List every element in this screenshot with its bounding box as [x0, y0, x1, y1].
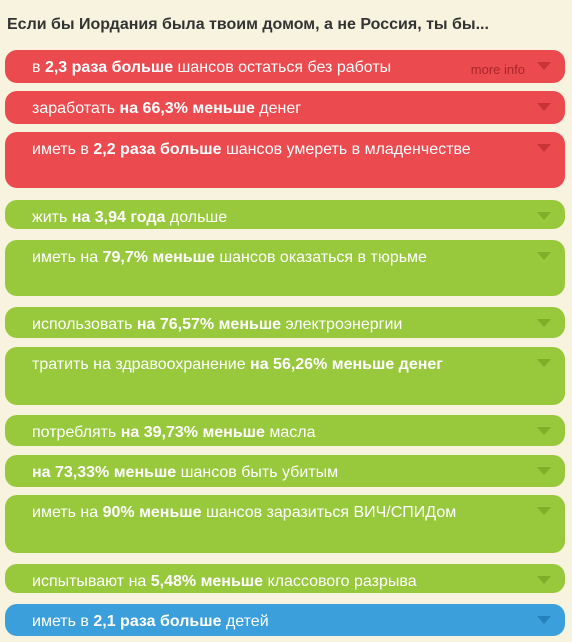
expand-arrow-icon[interactable] — [537, 467, 551, 475]
expand-arrow-icon[interactable] — [537, 252, 551, 260]
fact-text-part: заработать — [32, 100, 120, 117]
fact-highlight: 2,3 раза больше — [44, 59, 174, 76]
fact-row[interactable]: тратить на здравоохранение на 56,26% мен… — [5, 347, 565, 405]
fact-text: потреблять на 39,73% меньше масла — [32, 424, 315, 441]
fact-text: использовать на 76,57% меньше электроэне… — [32, 316, 402, 333]
fact-text-part: масла — [264, 424, 316, 441]
fact-row[interactable]: использовать на 76,57% меньше электроэне… — [5, 307, 565, 338]
fact-highlight: 5,48% меньше — [150, 573, 264, 590]
fact-row[interactable]: испытывают на 5,48% меньше классового ра… — [5, 564, 565, 593]
fact-text: иметь в 2,2 раза больше шансов умереть в… — [32, 141, 471, 158]
fact-text-part: иметь на — [32, 249, 103, 266]
fact-text: на 73,33% меньше шансов быть убитым — [32, 464, 338, 481]
fact-row[interactable]: иметь на 79,7% меньше шансов оказаться в… — [5, 240, 565, 296]
fact-text-part: жить — [32, 209, 72, 226]
fact-highlight: 90% меньше — [102, 504, 202, 521]
fact-text-part: шансов умереть в младенчестве — [221, 141, 471, 158]
expand-arrow-icon[interactable] — [537, 359, 551, 367]
fact-text-part: электроэнергии — [281, 316, 403, 333]
fact-text: жить на 3,94 года дольше — [32, 209, 227, 226]
fact-text-part: потреблять — [32, 424, 121, 441]
fact-text-part: в — [32, 59, 45, 76]
fact-text: заработать на 66,3% меньше денег — [32, 100, 301, 117]
fact-text: испытывают на 5,48% меньше классового ра… — [32, 573, 417, 590]
fact-text-part: детей — [221, 613, 269, 630]
fact-highlight: 79,7% меньше — [102, 249, 215, 266]
expand-arrow-icon[interactable] — [537, 212, 551, 220]
fact-text-part: шансов быть убитым — [176, 464, 339, 481]
fact-text: иметь на 90% меньше шансов заразиться ВИ… — [32, 504, 456, 521]
fact-text-part: иметь в — [32, 613, 94, 630]
fact-text: тратить на здравоохранение на 56,26% мен… — [32, 356, 443, 373]
fact-row[interactable]: жить на 3,94 года дольше — [5, 200, 565, 229]
fact-text: иметь на 79,7% меньше шансов оказаться в… — [32, 249, 427, 266]
fact-highlight: 2,1 раза больше — [93, 613, 222, 630]
expand-arrow-icon[interactable] — [537, 427, 551, 435]
fact-highlight: 2,2 раза больше — [93, 141, 222, 158]
fact-row[interactable]: иметь в 2,2 раза больше шансов умереть в… — [5, 132, 565, 188]
fact-text-part: шансов оказаться в тюрьме — [214, 249, 427, 266]
expand-arrow-icon[interactable] — [537, 576, 551, 584]
fact-row[interactable]: в 2,3 раза больше шансов остаться без ра… — [5, 50, 565, 83]
expand-arrow-icon[interactable] — [537, 507, 551, 515]
fact-row[interactable]: иметь в 2,1 раза больше детей — [5, 604, 565, 636]
fact-row[interactable]: на 73,33% меньше шансов быть убитым — [5, 455, 565, 487]
fact-row[interactable]: иметь на 90% меньше шансов заразиться ВИ… — [5, 495, 565, 553]
fact-text-part: иметь на — [32, 504, 103, 521]
fact-highlight: на 73,33% меньше — [32, 464, 177, 481]
fact-text-part: иметь в — [32, 141, 94, 158]
fact-highlight: на 76,57% меньше — [136, 316, 282, 333]
fact-highlight: на 66,3% меньше — [119, 100, 255, 117]
fact-text-part: испытывают на — [32, 573, 151, 590]
fact-text-part: дольше — [165, 209, 228, 226]
fact-row[interactable]: потреблять на 39,73% меньше масла — [5, 415, 565, 446]
fact-text-part: классового разрыва — [263, 573, 417, 590]
expand-arrow-icon[interactable] — [537, 616, 551, 624]
expand-arrow-icon[interactable] — [537, 144, 551, 152]
fact-highlight: на 39,73% меньше — [120, 424, 265, 441]
fact-text-part: денег — [254, 100, 302, 117]
fact-text-part: шансов остаться без работы — [173, 59, 392, 76]
fact-text: в 2,3 раза больше шансов остаться без ра… — [32, 59, 391, 76]
fact-highlight: на 3,94 года — [71, 209, 166, 226]
fact-highlight: на 56,26% меньше денег — [250, 356, 443, 373]
fact-row[interactable]: заработать на 66,3% меньше денег — [5, 91, 565, 124]
expand-arrow-icon[interactable] — [537, 103, 551, 111]
expand-arrow-icon[interactable] — [537, 62, 551, 70]
fact-text-part: тратить на здравоохранение — [32, 356, 251, 373]
fact-text-part: использовать — [32, 316, 137, 333]
fact-text: иметь в 2,1 раза больше детей — [32, 613, 269, 630]
fact-text-part: шансов заразиться ВИЧ/СПИДом — [201, 504, 457, 521]
more-info-link[interactable]: more info — [470, 62, 525, 77]
expand-arrow-icon[interactable] — [537, 319, 551, 327]
page-title: Если бы Иордания была твоим домом, а не … — [7, 16, 489, 33]
